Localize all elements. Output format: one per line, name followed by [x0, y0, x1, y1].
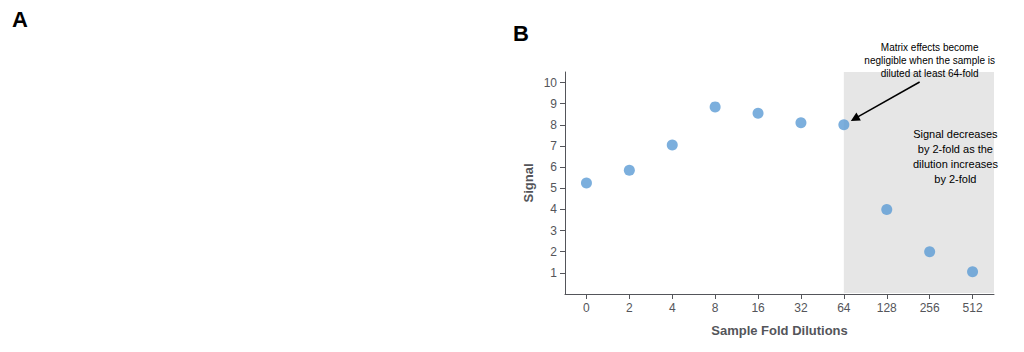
svg-text:B: B: [513, 21, 529, 46]
svg-text:7: 7: [550, 139, 557, 153]
svg-text:Signal decreases: Signal decreases: [913, 128, 998, 140]
svg-text:6: 6: [550, 160, 557, 174]
svg-text:16: 16: [751, 301, 765, 315]
svg-text:diluted at least 64-fold: diluted at least 64-fold: [881, 68, 979, 79]
svg-text:Signal: Signal: [521, 163, 536, 202]
svg-text:5: 5: [550, 181, 557, 195]
svg-text:64: 64: [837, 301, 851, 315]
svg-text:2: 2: [626, 301, 633, 315]
svg-text:by 2-fold as the: by 2-fold as the: [918, 143, 993, 155]
svg-text:10: 10: [544, 76, 558, 90]
svg-text:3: 3: [550, 224, 557, 238]
svg-text:256: 256: [920, 301, 940, 315]
svg-text:8: 8: [550, 118, 557, 132]
svg-text:A: A: [12, 7, 28, 32]
svg-text:Sample Fold Dilutions: Sample Fold Dilutions: [711, 323, 848, 338]
svg-text:Matrix effects become: Matrix effects become: [881, 42, 979, 53]
svg-text:dilution increases: dilution increases: [913, 158, 998, 170]
svg-text:512: 512: [963, 301, 983, 315]
svg-text:128: 128: [877, 301, 897, 315]
svg-text:2: 2: [550, 245, 557, 259]
svg-text:8: 8: [712, 301, 719, 315]
svg-text:1: 1: [550, 266, 557, 280]
svg-text:4: 4: [550, 202, 557, 216]
svg-text:9: 9: [550, 97, 557, 111]
svg-text:0: 0: [583, 301, 590, 315]
svg-text:32: 32: [794, 301, 808, 315]
svg-text:by 2-fold: by 2-fold: [934, 173, 976, 185]
svg-text:negligible when the sample is: negligible when the sample is: [864, 55, 995, 66]
svg-text:4: 4: [669, 301, 676, 315]
